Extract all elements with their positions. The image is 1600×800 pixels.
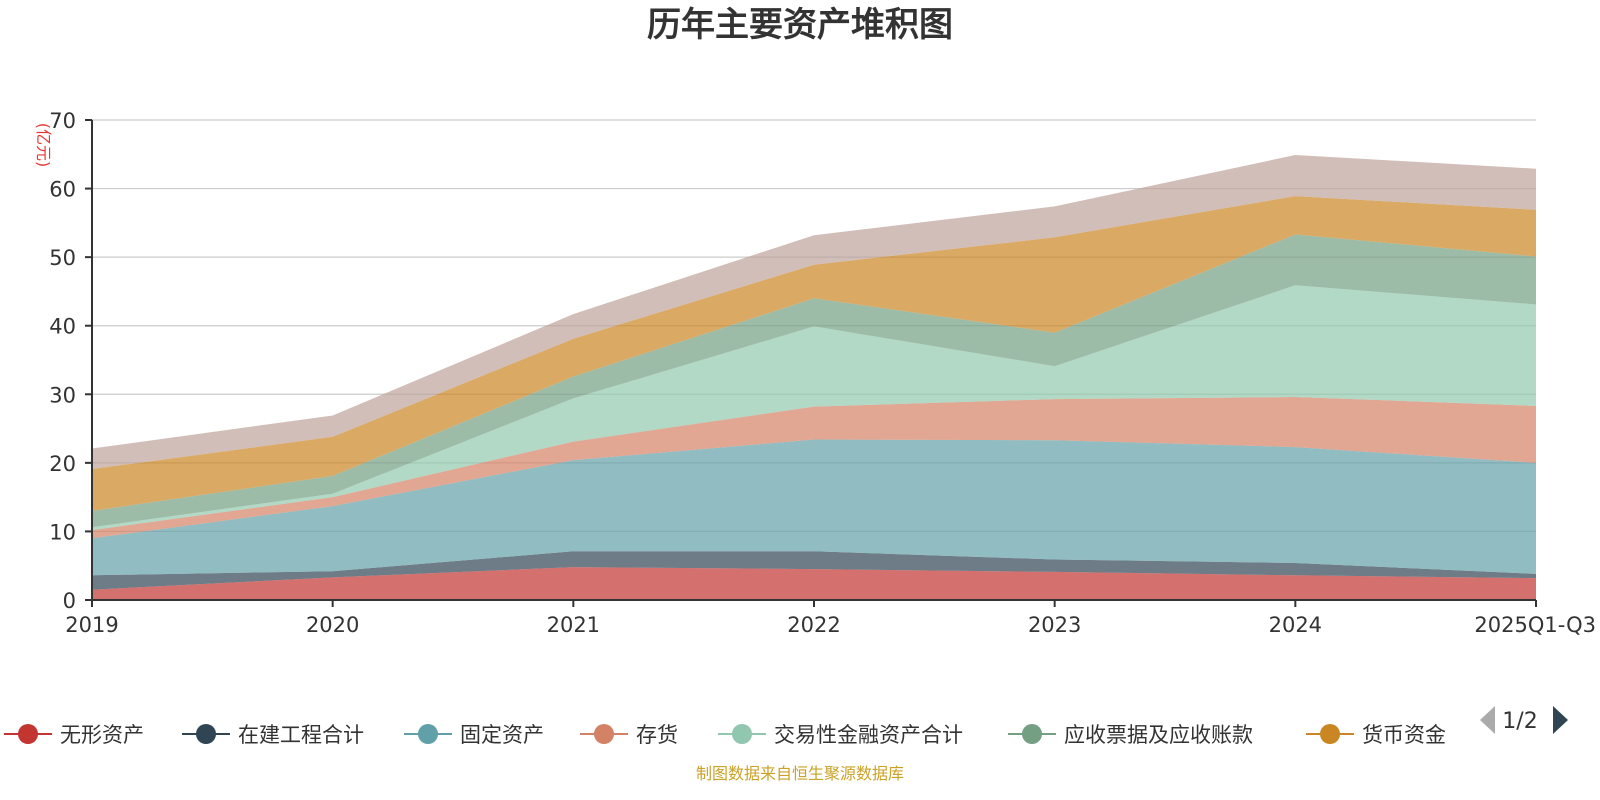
legend-label: 交易性金融资产合计	[774, 723, 963, 747]
area-series-group[interactable]	[92, 155, 1536, 600]
legend-page-indicator: 1/2	[1502, 709, 1537, 734]
area-series-5[interactable]	[92, 285, 1536, 531]
x-tick-label: 2022	[787, 613, 840, 637]
area-series-3[interactable]	[92, 439, 1536, 576]
legend-marker-icon	[594, 724, 614, 744]
area-series-6[interactable]	[92, 234, 1536, 528]
x-tick-label: 2023	[1028, 613, 1081, 637]
legend-marker-icon	[1022, 724, 1042, 744]
legend-prev-page-icon[interactable]	[1480, 706, 1495, 734]
legend-marker-icon	[18, 724, 38, 744]
legend-label: 在建工程合计	[238, 723, 364, 747]
legend-label: 固定资产	[460, 723, 544, 747]
legend-label: 存货	[636, 723, 678, 747]
legend-marker-icon	[418, 724, 438, 744]
legend-item-6[interactable]: 应收票据及应收账款	[1008, 723, 1253, 747]
legend-marker-icon	[732, 724, 752, 744]
y-tick-label: 30	[49, 383, 76, 407]
y-axis-unit: (亿元)	[34, 123, 53, 168]
x-tick-label: 2025Q1-Q3	[1474, 613, 1596, 637]
chart-title: 历年主要资产堆积图	[647, 5, 953, 45]
y-tick-label: 70	[49, 109, 76, 133]
y-tick-label: 50	[49, 246, 76, 270]
legend-marker-icon	[196, 724, 216, 744]
legend-marker-icon	[1320, 724, 1340, 744]
legend-pager[interactable]: 1/2	[1480, 706, 1568, 734]
y-tick-label: 40	[49, 315, 76, 339]
data-source-footer: 制图数据来自恒生聚源数据库	[696, 764, 904, 783]
legend-label: 应收票据及应收账款	[1064, 723, 1253, 747]
legend-item-5[interactable]: 交易性金融资产合计	[718, 723, 963, 747]
legend-item-7[interactable]: 货币资金	[1306, 723, 1446, 747]
x-tick-label: 2021	[547, 613, 600, 637]
legend-next-page-icon[interactable]	[1553, 706, 1568, 734]
legend-label: 无形资产	[60, 723, 144, 747]
area-series-2[interactable]	[92, 551, 1536, 590]
area-series-7[interactable]	[92, 196, 1536, 511]
x-tick-label: 2024	[1269, 613, 1322, 637]
x-tick-label: 2020	[306, 613, 359, 637]
x-tick-label: 2019	[65, 613, 118, 637]
area-series-1[interactable]	[92, 567, 1536, 600]
legend-item-3[interactable]: 固定资产	[404, 723, 544, 747]
y-tick-label: 10	[49, 520, 76, 544]
legend-item-4[interactable]: 存货	[580, 723, 678, 747]
area-series-4[interactable]	[92, 397, 1536, 539]
area-series-8[interactable]	[92, 155, 1536, 469]
legend-item-1[interactable]: 无形资产	[4, 723, 144, 747]
y-tick-label: 60	[49, 178, 76, 202]
y-tick-label: 0	[63, 589, 76, 613]
axes: 0 10 20 30 40 50 60 70 2019 2020 2021 2022 2023 2024 2…	[49, 109, 1596, 637]
legend-label: 货币资金	[1362, 723, 1446, 747]
legend[interactable]: 无形资产 在建工程合计 固定资产 存货 交易性金融资产合计 应收票据及应收账款 货币资金	[4, 723, 1446, 747]
y-tick-label: 20	[49, 452, 76, 476]
legend-item-2[interactable]: 在建工程合计	[182, 723, 364, 747]
